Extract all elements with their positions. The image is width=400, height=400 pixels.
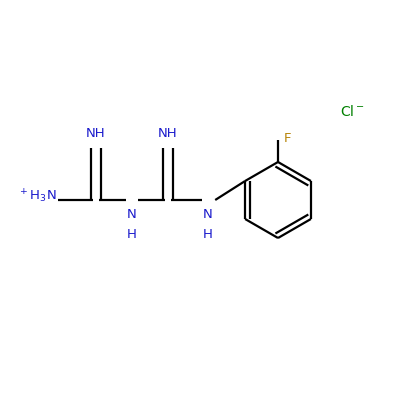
Text: N: N <box>127 208 137 221</box>
Text: H: H <box>203 228 213 241</box>
Text: N: N <box>203 208 213 221</box>
Text: Cl$^-$: Cl$^-$ <box>340 104 364 120</box>
Text: NH: NH <box>86 127 106 140</box>
Text: NH: NH <box>158 127 178 140</box>
Text: F: F <box>284 132 292 144</box>
Text: $^+$H$_3$N: $^+$H$_3$N <box>18 187 57 205</box>
Text: H: H <box>127 228 137 241</box>
